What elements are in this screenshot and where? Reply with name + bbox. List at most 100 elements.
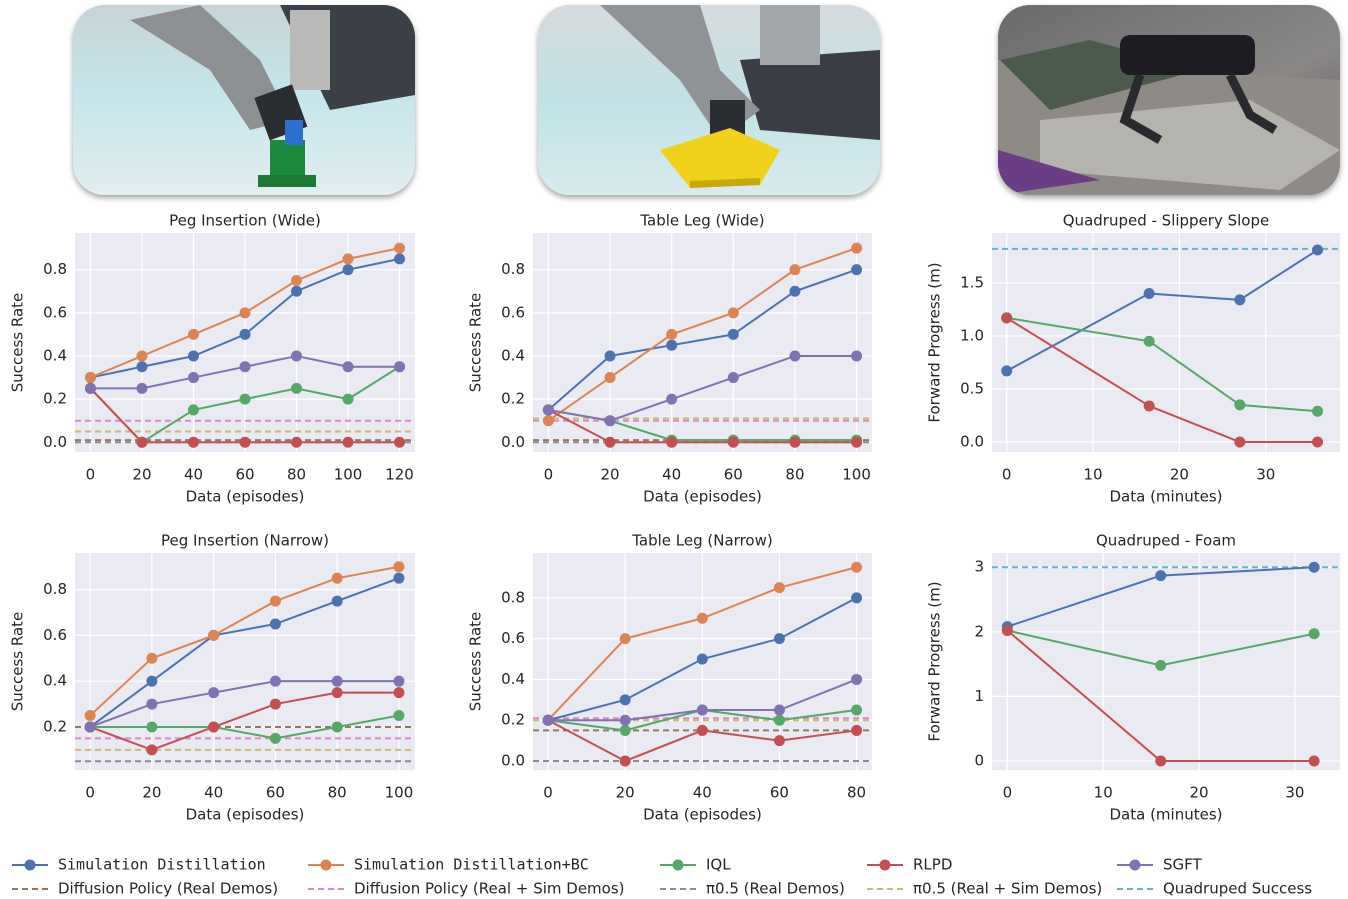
data-point	[1312, 437, 1323, 448]
y-tick-label: 0.6	[501, 629, 525, 647]
data-point	[666, 437, 677, 448]
data-point	[697, 613, 708, 624]
data-point	[208, 687, 219, 698]
data-point	[789, 350, 800, 361]
y-tick-label: 0.6	[43, 626, 67, 644]
data-point	[543, 715, 554, 726]
x-tick-label: 80	[287, 466, 306, 484]
data-point	[851, 562, 862, 573]
data-point	[188, 329, 199, 340]
x-tick-label: 60	[770, 784, 789, 802]
x-tick-label: 80	[785, 466, 804, 484]
subplot: 0.20.40.60.8020406080100Peg Insertion (N…	[9, 532, 416, 824]
data-point	[343, 253, 354, 264]
legend-marker	[880, 860, 891, 871]
data-point	[332, 596, 343, 607]
y-tick-label: 0.8	[501, 588, 525, 606]
data-point	[789, 286, 800, 297]
y-tick-label: 0.6	[501, 303, 525, 321]
data-point	[666, 394, 677, 405]
y-tick-label: 0.4	[501, 670, 525, 688]
y-axis-label: Success Rate	[467, 612, 485, 712]
x-tick-label: 20	[600, 466, 619, 484]
y-tick-label: 0.8	[43, 260, 67, 278]
data-point	[666, 329, 677, 340]
chart-title: Table Leg (Wide)	[639, 212, 764, 230]
data-point	[394, 253, 405, 264]
x-tick-label: 20	[616, 784, 635, 802]
data-point	[394, 243, 405, 254]
data-point	[851, 592, 862, 603]
data-point	[1309, 628, 1320, 639]
x-tick-label: 80	[328, 784, 347, 802]
data-point	[851, 437, 862, 448]
y-tick-label: 0	[974, 751, 984, 769]
data-point	[1144, 288, 1155, 299]
data-point	[332, 676, 343, 687]
x-tick-label: 100	[842, 466, 871, 484]
y-axis-label: Forward Progress (m)	[926, 581, 944, 741]
data-point	[1155, 570, 1166, 581]
chart-title: Peg Insertion (Wide)	[169, 212, 321, 230]
data-point	[188, 404, 199, 415]
y-tick-label: 0.2	[501, 711, 525, 729]
y-tick-label: 0.4	[43, 346, 67, 364]
legend-marker	[1130, 860, 1141, 871]
data-point	[270, 618, 281, 629]
data-point	[85, 721, 96, 732]
photo-peg	[73, 5, 415, 195]
data-point	[1234, 294, 1245, 305]
data-point	[851, 674, 862, 685]
data-point	[789, 437, 800, 448]
data-point	[240, 361, 251, 372]
chart-title: Peg Insertion (Narrow)	[161, 532, 329, 550]
data-point	[774, 582, 785, 593]
chart-title: Quadruped - Foam	[1096, 532, 1236, 550]
data-point	[332, 721, 343, 732]
legend-label: Simulation Distillation+BC	[354, 856, 589, 874]
data-point	[851, 705, 862, 716]
data-point	[774, 715, 785, 726]
legend-label: Simulation Distillation	[58, 856, 266, 874]
data-point	[789, 264, 800, 275]
data-point	[146, 744, 157, 755]
data-point	[332, 573, 343, 584]
y-axis-label: Forward Progress (m)	[926, 262, 944, 422]
data-point	[728, 307, 739, 318]
y-tick-label: 0.0	[501, 752, 525, 770]
x-tick-label: 30	[1256, 466, 1275, 484]
data-point	[136, 383, 147, 394]
data-point	[1312, 406, 1323, 417]
y-tick-label: 0.2	[43, 390, 67, 408]
data-point	[188, 372, 199, 383]
data-point	[774, 735, 785, 746]
data-point	[851, 243, 862, 254]
data-point	[1155, 755, 1166, 766]
data-point	[291, 286, 302, 297]
data-point	[85, 710, 96, 721]
legend-marker	[673, 860, 684, 871]
data-point	[620, 756, 631, 767]
y-axis-label: Success Rate	[9, 612, 27, 712]
data-point	[136, 437, 147, 448]
data-point	[543, 415, 554, 426]
x-tick-label: 120	[385, 466, 414, 484]
data-point	[1001, 365, 1012, 376]
y-tick-label: 0.4	[501, 346, 525, 364]
data-point	[697, 725, 708, 736]
data-point	[208, 630, 219, 641]
legend-label: RLPD	[913, 856, 952, 874]
data-point	[728, 329, 739, 340]
data-point	[1309, 755, 1320, 766]
data-point	[728, 437, 739, 448]
x-tick-label: 0	[543, 784, 553, 802]
data-point	[543, 404, 554, 415]
y-tick-label: 3	[974, 558, 984, 576]
data-point	[774, 633, 785, 644]
data-point	[343, 361, 354, 372]
subplot: 0.00.51.01.50102030Quadruped - Slippery …	[926, 212, 1341, 506]
data-point	[85, 383, 96, 394]
data-point	[146, 721, 157, 732]
data-point	[1144, 400, 1155, 411]
